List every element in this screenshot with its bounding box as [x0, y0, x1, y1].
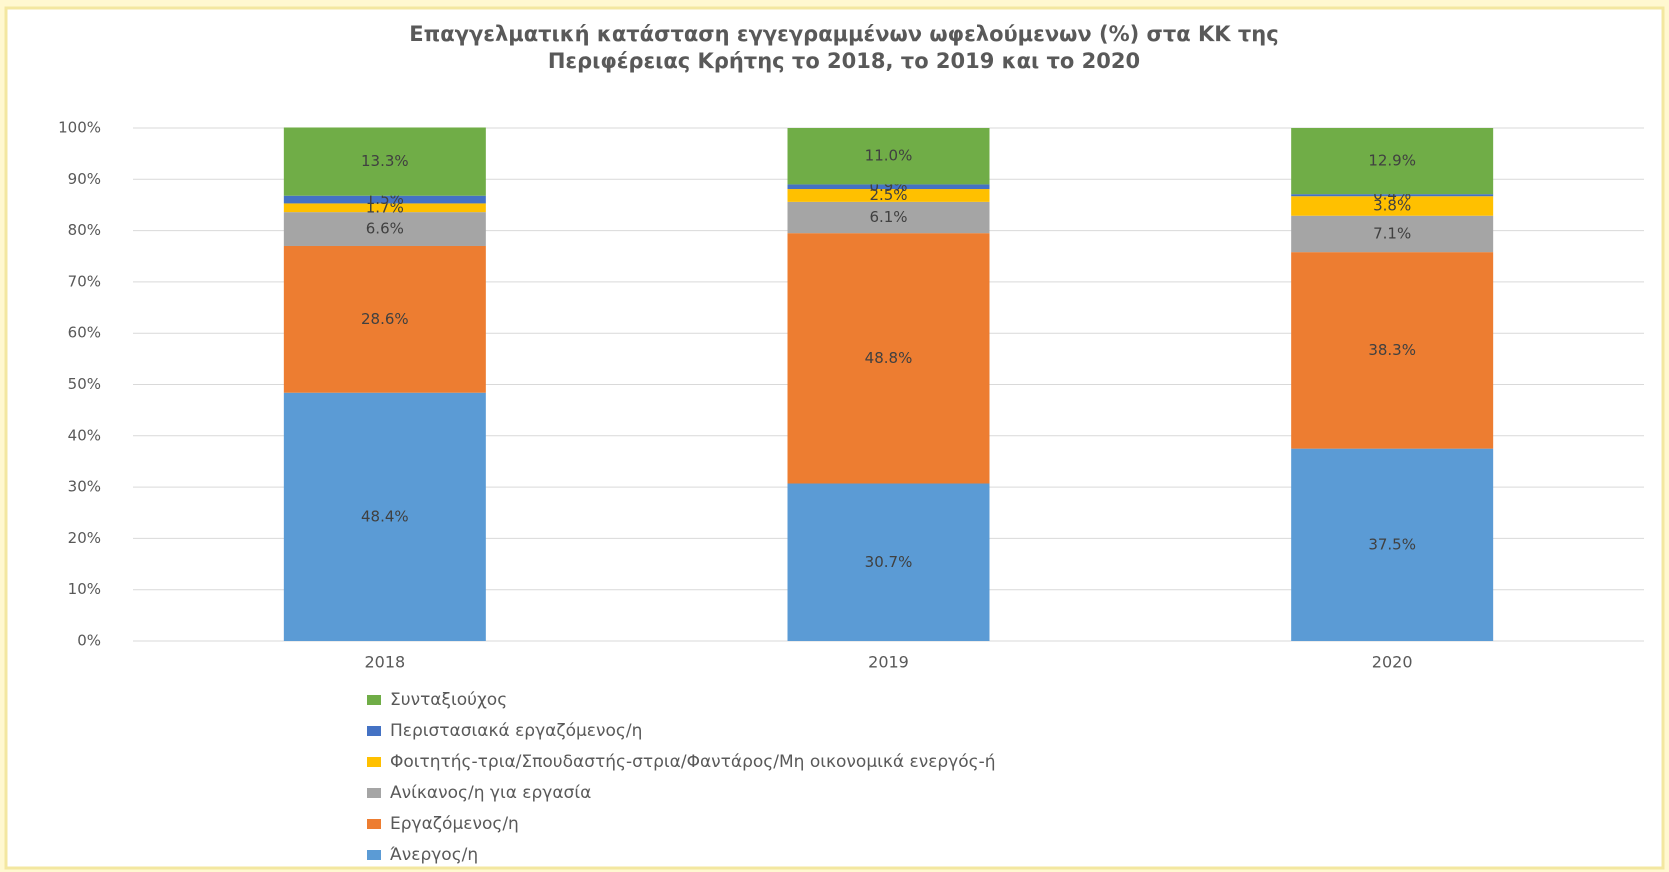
bar-segment: [1291, 128, 1494, 195]
legend-label: Συνταξιούχος: [390, 690, 507, 710]
bar-segment: [283, 212, 486, 246]
x-tick-label: 2020: [1372, 653, 1413, 672]
bar-segment: [283, 392, 486, 641]
y-tick-label: 0%: [77, 632, 101, 650]
bar-segment: [787, 233, 990, 484]
bar-segment: [787, 189, 990, 202]
data-label: 48.8%: [865, 349, 913, 367]
data-label: 38.3%: [1368, 341, 1416, 359]
y-tick-label: 70%: [68, 272, 101, 290]
data-label: 2.5%: [869, 186, 907, 204]
legend-swatch: [367, 757, 381, 767]
x-tick-label: 2019: [868, 653, 909, 672]
bar-segment: [1291, 215, 1494, 253]
data-label: 37.5%: [1368, 535, 1416, 553]
y-tick-label: 50%: [68, 375, 101, 393]
data-label: 13.3%: [361, 152, 409, 170]
bar-segment: [787, 483, 990, 641]
legend-swatch: [367, 788, 381, 798]
chart-title: Επαγγελματική κατάσταση εγγεγραμμένων ωφ…: [409, 22, 1278, 46]
legend-swatch: [367, 726, 381, 736]
data-label: 28.6%: [361, 310, 409, 328]
bar-segment: [283, 195, 486, 204]
legend-label: Φοιτητής-τρια/Σπουδαστής-στρια/Φαντάρος/…: [390, 752, 996, 772]
y-tick-label: 80%: [68, 221, 101, 239]
bar-segment: [283, 245, 486, 393]
bar-segment: [1291, 252, 1494, 449]
data-label: 11.0%: [865, 147, 913, 165]
legend-swatch: [367, 850, 381, 860]
legend-label: Άνεργος/η: [390, 845, 478, 865]
y-tick-label: 100%: [58, 119, 101, 137]
y-tick-label: 10%: [68, 580, 101, 598]
legend-swatch: [367, 819, 381, 829]
y-tick-label: 90%: [68, 170, 101, 188]
legend-label: Εργαζόμενος/η: [390, 814, 519, 834]
bar-segment: [283, 203, 486, 213]
bar-segment: [1291, 194, 1494, 197]
y-tick-label: 20%: [68, 529, 101, 547]
bar-segment: [787, 184, 990, 190]
data-label: 3.8%: [1373, 196, 1411, 214]
y-tick-label: 40%: [68, 426, 101, 444]
data-label: 7.1%: [1373, 224, 1411, 242]
chart-title: Περιφέρειας Κρήτης το 2018, το 2019 και …: [548, 49, 1140, 73]
bar-segment: [283, 127, 486, 196]
bar-segment: [787, 128, 990, 185]
legend-label: Περιστασιακά εργαζόμενος/η: [390, 721, 642, 741]
y-tick-label: 30%: [68, 478, 101, 496]
data-label: 6.6%: [366, 220, 404, 238]
data-label: 48.4%: [361, 507, 409, 525]
legend-swatch: [367, 695, 381, 705]
data-label: 30.7%: [865, 553, 913, 571]
x-tick-label: 2018: [364, 653, 405, 672]
bar-segment: [1291, 196, 1494, 216]
legend-label: Ανίκανος/η για εργασία: [390, 783, 591, 803]
y-tick-label: 60%: [68, 324, 101, 342]
bar-segment: [787, 201, 990, 234]
bar-segment: [1291, 448, 1494, 641]
data-label: 6.1%: [869, 208, 907, 226]
data-label: 12.9%: [1368, 152, 1416, 170]
